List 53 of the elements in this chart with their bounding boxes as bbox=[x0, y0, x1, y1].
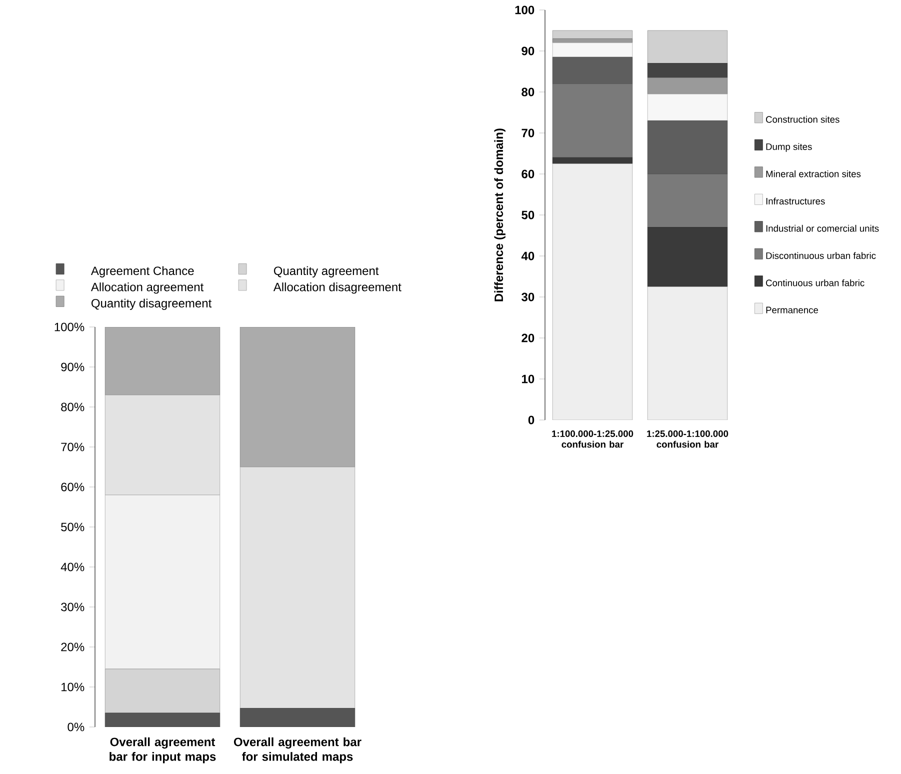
bar bbox=[647, 30, 728, 64]
y-tick-label: 30 bbox=[522, 292, 534, 302]
y-tick-label: 30% bbox=[61, 602, 84, 612]
y-tick-label: 20 bbox=[522, 334, 534, 342]
legend-label: Quantity agreement bbox=[274, 266, 379, 278]
bar bbox=[647, 286, 728, 420]
bar bbox=[104, 668, 220, 714]
y-tick-label: 80% bbox=[61, 402, 84, 412]
y-tick-label: 100 bbox=[515, 6, 534, 14]
bar bbox=[647, 77, 728, 94]
y-tick-label: 40% bbox=[60, 562, 84, 572]
x-tick-label: Overall agreement bar for simulated maps bbox=[234, 737, 362, 764]
y-tick-label: 80 bbox=[522, 88, 534, 96]
y-tick-label: 50% bbox=[61, 522, 84, 532]
bar bbox=[552, 164, 633, 420]
y-tick-label: 50 bbox=[522, 210, 534, 220]
legend-label: Quantity disagreement bbox=[92, 298, 212, 310]
y-tick-label: 90% bbox=[61, 362, 84, 372]
bar bbox=[552, 157, 633, 164]
bar bbox=[647, 94, 728, 121]
legend-label: Allocation disagreement bbox=[273, 282, 402, 294]
y-tick-label: 0% bbox=[68, 722, 84, 732]
y-tick-label: 10% bbox=[62, 682, 84, 692]
bar bbox=[240, 708, 356, 727]
legend-label: Mineral extraction sites bbox=[766, 170, 861, 178]
legend-label: Permanence bbox=[766, 306, 818, 314]
y-tick-label: 70% bbox=[61, 442, 84, 452]
y-tick-label: 0 bbox=[528, 416, 534, 424]
y-tick-label: 20% bbox=[61, 642, 84, 652]
legend-label: Infrastructures bbox=[766, 198, 825, 204]
y-tick-label: 40 bbox=[521, 252, 534, 260]
y-tick-label: 90 bbox=[522, 46, 534, 56]
legend-label: Agreement Chance bbox=[90, 266, 194, 278]
legend-label: Discontinuous urban fabric bbox=[766, 252, 876, 259]
bar bbox=[552, 42, 633, 58]
bar bbox=[104, 712, 220, 727]
y-tick-label: 70 bbox=[522, 128, 534, 138]
y-axis-title: Difference (percent of domain) bbox=[494, 128, 506, 302]
x-tick-label: Overall agreement bar for input maps bbox=[110, 737, 216, 764]
legend-label: Construction sites bbox=[766, 116, 840, 123]
y-tick-label: 60 bbox=[522, 170, 534, 178]
y-tick-label: 60% bbox=[61, 482, 84, 492]
x-tick-label: 1:100.000-1:25.000 confusion bar bbox=[552, 430, 634, 448]
bar bbox=[647, 63, 728, 78]
legend-label: Allocation agreement bbox=[90, 282, 204, 294]
y-tick-label: 10 bbox=[522, 374, 534, 384]
legend-label: Continuous urban fabric bbox=[766, 279, 864, 286]
legend-label: Industrial or comercial units bbox=[766, 224, 879, 232]
bar bbox=[552, 30, 633, 39]
bar bbox=[647, 227, 728, 287]
legend-label: Dump sites bbox=[766, 143, 812, 152]
y-tick-label: 100% bbox=[54, 322, 84, 332]
x-tick-label: 1:25.000-1:100.000 confusion bar bbox=[647, 430, 728, 448]
